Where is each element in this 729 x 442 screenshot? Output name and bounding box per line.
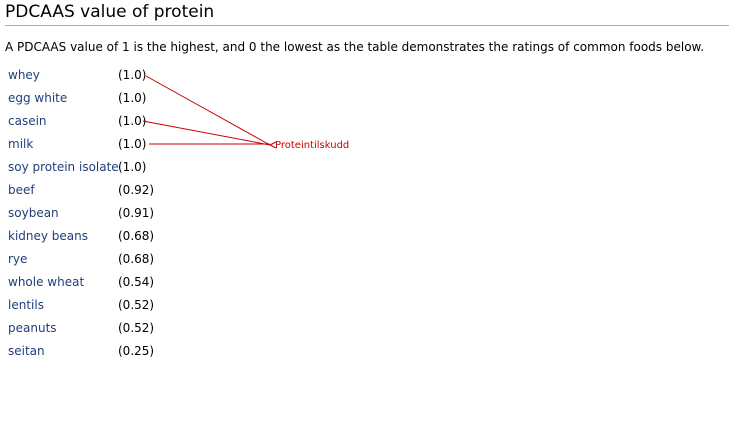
food-link[interactable]: kidney beans — [8, 229, 89, 243]
pdcaas-value: (0.52) — [118, 298, 155, 312]
pdcaas-value: (0.92) — [118, 183, 155, 197]
pointer-line — [145, 75, 271, 146]
food-link[interactable]: peanuts — [8, 321, 57, 335]
pdcaas-value: (0.54) — [118, 275, 155, 289]
heading-rule — [5, 25, 729, 26]
food-link[interactable]: seitan — [8, 344, 45, 358]
pdcaas-value: (1.0) — [118, 114, 147, 128]
food-link[interactable]: egg white — [8, 91, 68, 105]
pointer-line — [142, 120, 271, 146]
food-link[interactable]: whole wheat — [8, 275, 85, 289]
food-link[interactable]: whey — [8, 68, 40, 82]
intro-text: A PDCAAS value of 1 is the highest, and … — [5, 40, 705, 54]
pdcaas-value: (1.0) — [118, 68, 147, 82]
food-link[interactable]: rye — [8, 252, 28, 266]
annotation-label: Proteintilskudd — [275, 140, 350, 151]
food-link[interactable]: soy protein isolate — [8, 160, 119, 174]
food-link[interactable]: lentils — [8, 298, 44, 312]
heading: PDCAAS value of protein — [5, 2, 215, 22]
pdcaas-value: (0.52) — [118, 321, 155, 335]
pdcaas-value: (0.68) — [118, 229, 155, 243]
food-link[interactable]: casein — [8, 114, 47, 128]
pdcaas-value: (0.25) — [118, 344, 155, 358]
arrow-head — [269, 141, 277, 149]
pdcaas-value: (0.68) — [118, 252, 155, 266]
pdcaas-value: (0.91) — [118, 206, 155, 220]
pdcaas-value: (1.0) — [118, 160, 147, 174]
food-link[interactable]: beef — [8, 183, 35, 197]
pdcaas-value: (1.0) — [118, 137, 147, 151]
pdcaas-value: (1.0) — [118, 91, 147, 105]
food-link[interactable]: milk — [8, 137, 34, 151]
food-link[interactable]: soybean — [8, 206, 59, 220]
